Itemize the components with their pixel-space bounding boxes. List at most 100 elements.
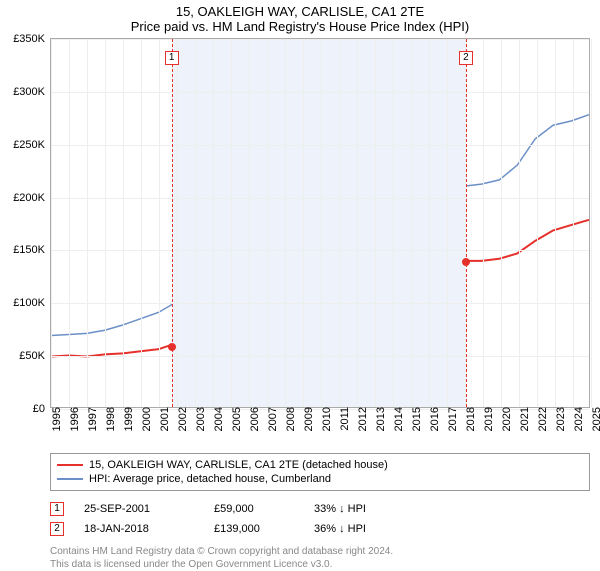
xtick-label: 2007 bbox=[263, 407, 279, 431]
xtick-label: 2008 bbox=[281, 407, 297, 431]
xtick-label: 1999 bbox=[119, 407, 135, 431]
event-num-box: 2 bbox=[50, 522, 64, 536]
xtick-label: 2014 bbox=[389, 407, 405, 431]
gridline-v bbox=[141, 39, 142, 407]
chart-plot-area: £0£50K£100K£150K£200K£250K£300K£350K1995… bbox=[50, 38, 590, 408]
gridline-h bbox=[51, 39, 589, 40]
gridline-v bbox=[447, 39, 448, 407]
xtick-label: 2022 bbox=[533, 407, 549, 431]
gridline-v bbox=[195, 39, 196, 407]
xtick-label: 2000 bbox=[137, 407, 153, 431]
chart-subtitle: Price paid vs. HM Land Registry's House … bbox=[0, 19, 600, 38]
xtick-label: 2017 bbox=[443, 407, 459, 431]
xtick-label: 1996 bbox=[65, 407, 81, 431]
xtick-label: 2003 bbox=[191, 407, 207, 431]
xtick-label: 2018 bbox=[461, 407, 477, 431]
xtick-label: 2004 bbox=[209, 407, 225, 431]
gridline-v bbox=[303, 39, 304, 407]
ytick-label: £300K bbox=[13, 86, 51, 98]
xtick-label: 1997 bbox=[83, 407, 99, 431]
event-price: £139,000 bbox=[214, 523, 294, 535]
gridline-v bbox=[267, 39, 268, 407]
footer-line1: Contains HM Land Registry data © Crown c… bbox=[50, 545, 590, 558]
gridline-v bbox=[339, 39, 340, 407]
gridline-v bbox=[177, 39, 178, 407]
gridline-v bbox=[573, 39, 574, 407]
chart-title: 15, OAKLEIGH WAY, CARLISLE, CA1 2TE bbox=[0, 0, 600, 19]
gridline-v bbox=[393, 39, 394, 407]
gridline-v bbox=[519, 39, 520, 407]
event-date: 25-SEP-2001 bbox=[84, 503, 194, 515]
gridline-h bbox=[51, 303, 589, 304]
gridline-v bbox=[69, 39, 70, 407]
ytick-label: £100K bbox=[13, 297, 51, 309]
xtick-label: 2023 bbox=[551, 407, 567, 431]
event-delta: 33% ↓ HPI bbox=[314, 503, 366, 515]
footer-attribution: Contains HM Land Registry data © Crown c… bbox=[50, 545, 590, 571]
xtick-label: 2011 bbox=[335, 407, 351, 431]
gridline-v bbox=[501, 39, 502, 407]
gridline-v bbox=[87, 39, 88, 407]
ytick-label: £350K bbox=[13, 33, 51, 45]
gridline-v bbox=[159, 39, 160, 407]
event-delta: 36% ↓ HPI bbox=[314, 523, 366, 535]
event-row: 125-SEP-2001£59,00033% ↓ HPI bbox=[50, 499, 590, 519]
legend-label: HPI: Average price, detached house, Cumb… bbox=[89, 473, 331, 485]
gridline-v bbox=[285, 39, 286, 407]
marker-line bbox=[466, 39, 467, 407]
gridline-v bbox=[411, 39, 412, 407]
legend-row: 15, OAKLEIGH WAY, CARLISLE, CA1 2TE (det… bbox=[57, 458, 583, 472]
xtick-label: 2001 bbox=[155, 407, 171, 431]
marker-label: 1 bbox=[165, 51, 179, 65]
gridline-v bbox=[123, 39, 124, 407]
gridline-h bbox=[51, 92, 589, 93]
chart-legend: 15, OAKLEIGH WAY, CARLISLE, CA1 2TE (det… bbox=[50, 453, 590, 491]
gridline-v bbox=[483, 39, 484, 407]
ytick-label: £50K bbox=[19, 350, 51, 362]
event-date: 18-JAN-2018 bbox=[84, 523, 194, 535]
xtick-label: 2005 bbox=[227, 407, 243, 431]
gridline-h bbox=[51, 145, 589, 146]
event-row: 2 18-JAN-2018 £139,000 36% ↓ HPI bbox=[50, 519, 590, 539]
legend-swatch bbox=[57, 478, 83, 480]
marker-dot bbox=[462, 258, 470, 266]
gridline-v bbox=[537, 39, 538, 407]
gridline-v bbox=[213, 39, 214, 407]
xtick-label: 2021 bbox=[515, 407, 531, 431]
ytick-label: £250K bbox=[13, 139, 51, 151]
legend-row: HPI: Average price, detached house, Cumb… bbox=[57, 472, 583, 486]
xtick-label: 2015 bbox=[407, 407, 423, 431]
xtick-label: 2006 bbox=[245, 407, 261, 431]
xtick-label: 2025 bbox=[587, 407, 600, 431]
gridline-v bbox=[249, 39, 250, 407]
marker-dot bbox=[168, 343, 176, 351]
ytick-label: £200K bbox=[13, 192, 51, 204]
legend-label: 15, OAKLEIGH WAY, CARLISLE, CA1 2TE (det… bbox=[89, 459, 388, 471]
gridline-v bbox=[321, 39, 322, 407]
xtick-label: 2013 bbox=[371, 407, 387, 431]
gridline-v bbox=[429, 39, 430, 407]
xtick-label: 2024 bbox=[569, 407, 585, 431]
gridline-v bbox=[51, 39, 52, 407]
gridline-v bbox=[231, 39, 232, 407]
marker-label: 2 bbox=[459, 51, 473, 65]
gridline-v bbox=[591, 39, 592, 407]
legend-swatch bbox=[57, 464, 83, 466]
ytick-label: £150K bbox=[13, 244, 51, 256]
marker-line bbox=[172, 39, 173, 407]
xtick-label: 2002 bbox=[173, 407, 189, 431]
xtick-label: 2020 bbox=[497, 407, 513, 431]
event-table: 125-SEP-2001£59,00033% ↓ HPI218-JAN-2018… bbox=[50, 499, 590, 539]
gridline-v bbox=[375, 39, 376, 407]
gridline-h bbox=[51, 356, 589, 357]
gridline-v bbox=[105, 39, 106, 407]
xtick-label: 2019 bbox=[479, 407, 495, 431]
xtick-label: 2010 bbox=[317, 407, 333, 431]
xtick-label: 2012 bbox=[353, 407, 369, 431]
xtick-label: 2009 bbox=[299, 407, 315, 431]
gridline-h bbox=[51, 198, 589, 199]
gridline-v bbox=[555, 39, 556, 407]
xtick-label: 1998 bbox=[101, 407, 117, 431]
event-price: £59,000 bbox=[214, 503, 294, 515]
gridline-v bbox=[357, 39, 358, 407]
